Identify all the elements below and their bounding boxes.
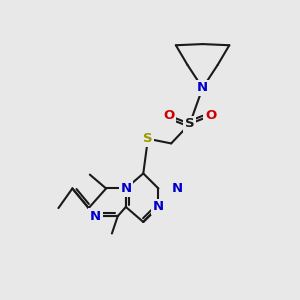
Text: O: O bbox=[205, 109, 216, 122]
Text: S: S bbox=[143, 132, 153, 145]
Text: N: N bbox=[153, 200, 164, 213]
Text: N: N bbox=[120, 182, 131, 195]
Text: O: O bbox=[163, 109, 175, 122]
Text: N: N bbox=[171, 182, 183, 195]
Text: N: N bbox=[90, 210, 101, 223]
Text: S: S bbox=[185, 117, 195, 130]
Text: N: N bbox=[197, 82, 208, 94]
